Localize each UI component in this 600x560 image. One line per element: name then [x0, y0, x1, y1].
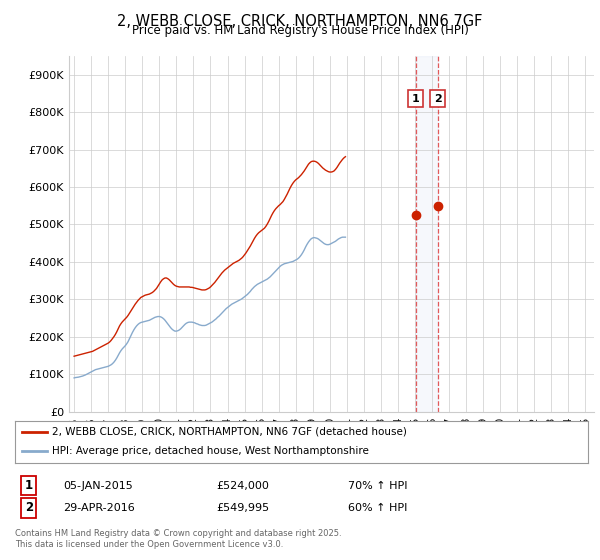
- Text: 2: 2: [434, 94, 442, 104]
- Text: Contains HM Land Registry data © Crown copyright and database right 2025.
This d: Contains HM Land Registry data © Crown c…: [15, 529, 341, 549]
- Text: 1: 1: [25, 479, 33, 492]
- Text: 1: 1: [412, 94, 419, 104]
- Text: 05-JAN-2015: 05-JAN-2015: [63, 480, 133, 491]
- Text: £549,995: £549,995: [216, 503, 269, 513]
- Text: 60% ↑ HPI: 60% ↑ HPI: [348, 503, 407, 513]
- Bar: [416, 56, 437, 412]
- Text: Price paid vs. HM Land Registry's House Price Index (HPI): Price paid vs. HM Land Registry's House …: [131, 24, 469, 37]
- Text: 70% ↑ HPI: 70% ↑ HPI: [348, 480, 407, 491]
- Text: £524,000: £524,000: [216, 480, 269, 491]
- Text: 2: 2: [25, 501, 33, 515]
- Text: 2, WEBB CLOSE, CRICK, NORTHAMPTON, NN6 7GF (detached house): 2, WEBB CLOSE, CRICK, NORTHAMPTON, NN6 7…: [52, 427, 407, 437]
- Text: 2, WEBB CLOSE, CRICK, NORTHAMPTON, NN6 7GF: 2, WEBB CLOSE, CRICK, NORTHAMPTON, NN6 7…: [118, 14, 482, 29]
- Text: 29-APR-2016: 29-APR-2016: [63, 503, 135, 513]
- Text: HPI: Average price, detached house, West Northamptonshire: HPI: Average price, detached house, West…: [52, 446, 369, 456]
